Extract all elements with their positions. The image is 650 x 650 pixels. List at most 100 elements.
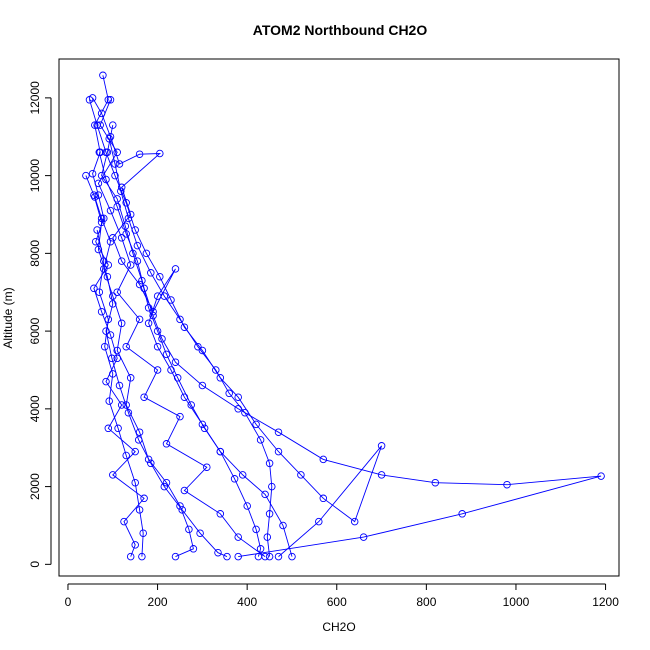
plot-frame xyxy=(58,58,620,577)
data-point xyxy=(176,412,184,421)
data-point xyxy=(156,272,164,281)
data-point xyxy=(100,257,108,265)
series-1 xyxy=(88,71,148,561)
data-point xyxy=(104,315,113,324)
data-point xyxy=(265,510,274,518)
data-point xyxy=(171,552,180,561)
data-point xyxy=(180,486,189,495)
data-point xyxy=(198,381,207,390)
data-point xyxy=(88,169,97,178)
data-point xyxy=(256,545,265,553)
data-point xyxy=(105,397,113,405)
data-point xyxy=(315,517,323,526)
data-point xyxy=(350,517,359,526)
data-point xyxy=(131,541,139,549)
data-point xyxy=(216,447,225,456)
x-tick-label: 1200 xyxy=(592,595,619,609)
data-point xyxy=(597,472,605,480)
data-point xyxy=(319,494,328,503)
series-line xyxy=(94,196,194,558)
data-point xyxy=(178,506,186,514)
series-5 xyxy=(88,94,296,561)
data-point xyxy=(135,150,144,158)
data-point xyxy=(117,183,126,192)
data-point xyxy=(99,71,107,80)
data-point xyxy=(93,226,101,234)
data-point xyxy=(139,529,147,537)
data-point xyxy=(104,424,113,433)
data-point xyxy=(225,389,233,398)
y-tick-label: 6000 xyxy=(28,317,42,344)
data-point xyxy=(134,436,143,444)
data-point xyxy=(140,494,148,503)
data-point xyxy=(126,261,135,269)
data-point xyxy=(297,471,305,479)
y-axis-label: Altitude (m) xyxy=(1,287,15,348)
data-point xyxy=(114,424,122,433)
data-point xyxy=(162,350,171,359)
data-point xyxy=(138,276,146,285)
data-point xyxy=(147,269,155,277)
data-point xyxy=(212,366,220,374)
data-point xyxy=(135,428,144,436)
data-point xyxy=(203,463,211,471)
data-point xyxy=(117,401,126,409)
data-point xyxy=(359,533,368,541)
data-point xyxy=(377,471,386,479)
data-point xyxy=(97,307,106,316)
data-point xyxy=(261,490,269,499)
data-point xyxy=(288,552,296,561)
series-line xyxy=(89,99,383,557)
data-point xyxy=(94,179,103,188)
data-point xyxy=(97,171,106,180)
data-point xyxy=(111,160,119,168)
data-point xyxy=(147,459,155,468)
data-point xyxy=(115,160,124,168)
data-point xyxy=(153,366,162,374)
data-point xyxy=(100,342,109,351)
data-point xyxy=(153,327,162,335)
x-tick-label: 200 xyxy=(148,595,168,609)
data-point xyxy=(274,552,283,561)
chart-title: ATOM2 Northbound CH2O xyxy=(253,22,428,38)
data-point xyxy=(93,121,101,129)
data-point xyxy=(503,480,511,489)
x-tick-label: 800 xyxy=(416,595,436,609)
data-point xyxy=(122,451,130,460)
data-point xyxy=(216,510,225,518)
x-axis-label: CH2O xyxy=(322,620,355,634)
data-point xyxy=(216,374,225,382)
data-point xyxy=(135,506,144,514)
data-point xyxy=(263,533,272,541)
data-point xyxy=(279,521,287,530)
data-point xyxy=(138,552,146,561)
data-point xyxy=(200,424,209,433)
data-point xyxy=(140,393,148,401)
data-point xyxy=(234,393,242,401)
data-point xyxy=(144,304,153,312)
data-point xyxy=(198,420,207,429)
data-point xyxy=(126,374,135,382)
y-axis: 0 2000 4000 6000 8000 10000 12000 xyxy=(28,81,52,568)
series-line xyxy=(96,229,144,557)
data-point xyxy=(238,471,247,479)
data-point xyxy=(173,374,182,382)
x-axis: 0 200 400 600 800 1000 1200 xyxy=(65,583,619,609)
data-point xyxy=(254,552,263,561)
data-point xyxy=(162,478,171,487)
data-point xyxy=(131,478,139,487)
data-point xyxy=(214,548,222,557)
data-point xyxy=(103,148,112,157)
data-point xyxy=(140,284,148,293)
series-10 xyxy=(93,226,147,561)
data-point xyxy=(97,109,106,118)
data-point xyxy=(171,265,180,273)
data-point xyxy=(162,440,171,448)
data-point xyxy=(135,315,144,324)
data-point xyxy=(144,455,153,464)
data-point xyxy=(90,284,98,293)
data-point xyxy=(234,533,242,541)
series-line xyxy=(92,75,145,557)
data-point xyxy=(106,237,115,246)
data-point xyxy=(109,234,117,242)
